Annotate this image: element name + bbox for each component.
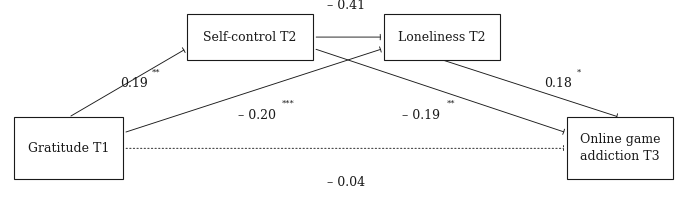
FancyBboxPatch shape — [384, 14, 500, 60]
Text: **: ** — [447, 100, 455, 108]
Text: *: * — [577, 68, 581, 76]
Text: – 0.41: – 0.41 — [327, 0, 365, 12]
Text: Loneliness T2: Loneliness T2 — [398, 30, 486, 44]
FancyBboxPatch shape — [566, 117, 673, 179]
Text: ***: *** — [282, 100, 295, 108]
Text: 0.19: 0.19 — [120, 77, 147, 90]
Text: – 0.20: – 0.20 — [238, 109, 276, 122]
Text: Online game
addiction T3: Online game addiction T3 — [580, 133, 660, 163]
FancyBboxPatch shape — [186, 14, 313, 60]
Text: 0.18: 0.18 — [545, 77, 572, 90]
Text: Gratitude T1: Gratitude T1 — [28, 142, 109, 155]
Text: – 0.04: – 0.04 — [327, 176, 365, 189]
Text: Self-control T2: Self-control T2 — [203, 30, 297, 44]
Text: **: ** — [152, 68, 161, 76]
FancyBboxPatch shape — [14, 117, 123, 179]
Text: – 0.19: – 0.19 — [402, 109, 440, 122]
